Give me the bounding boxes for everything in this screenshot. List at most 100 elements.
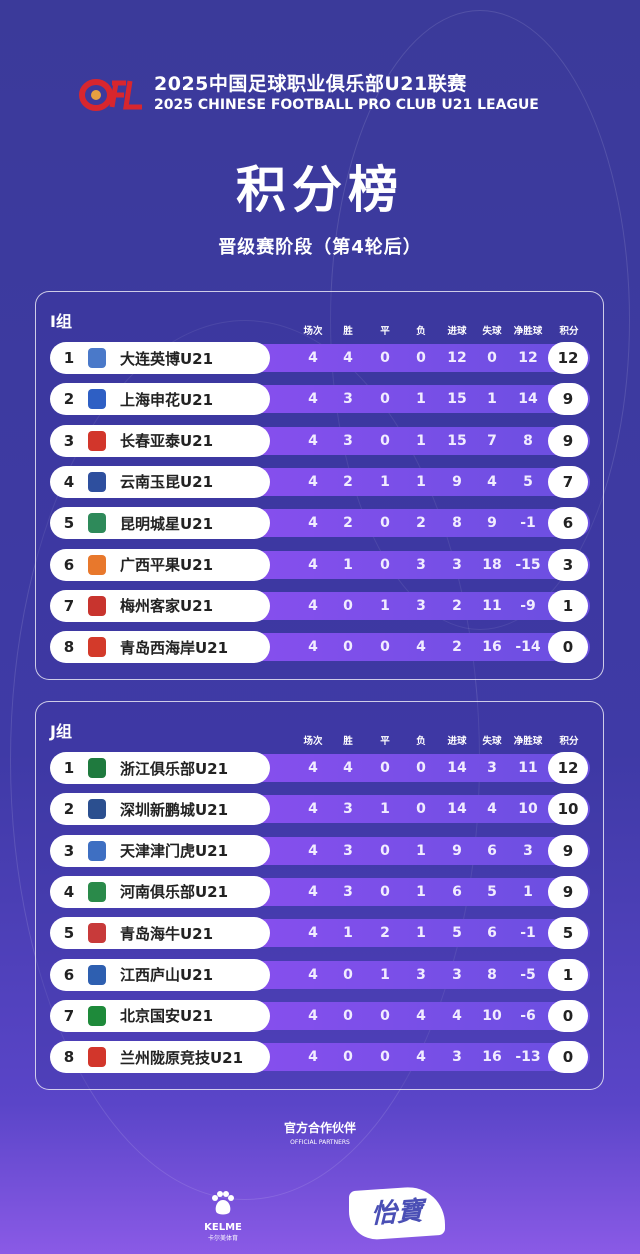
column-headers: 场次 胜 平 负 进球 失球 净胜球 积分 <box>36 733 603 747</box>
stat-l: 0 <box>416 350 426 366</box>
background-decoration <box>330 10 630 630</box>
stat-p: 4 <box>308 760 318 776</box>
stat-p: 4 <box>308 801 318 818</box>
stat-gd: 11 <box>518 760 538 776</box>
table-row: 7 北京国安U21 4 0 0 4 4 10 -6 0 <box>50 999 590 1032</box>
rank: 7 <box>63 596 75 615</box>
column-header: 场次 <box>303 736 323 747</box>
team-badge-icon <box>88 923 106 944</box>
stat-w: 3 <box>343 801 353 818</box>
stat-d: 1 <box>380 597 390 614</box>
stat-ga: 10 <box>482 1007 502 1024</box>
stat-l: 3 <box>416 966 426 983</box>
league-title-en: 2025 CHINESE FOOTBALL PRO CLUB U21 LEAGU… <box>154 97 539 113</box>
stat-p: 4 <box>308 391 318 408</box>
column-header: 失球 <box>482 326 502 337</box>
team-cell: 8 青岛西海岸U21 <box>50 631 270 664</box>
cfl-logo-icon <box>79 79 142 111</box>
table-row: 2 上海申花U21 4 3 0 1 15 1 14 9 <box>50 383 590 416</box>
column-header: 胜 <box>343 736 353 747</box>
stat-gd: -13 <box>515 1049 541 1066</box>
team-name: 上海申花U21 <box>120 390 214 409</box>
column-header: 场次 <box>303 326 323 337</box>
stat-ga: 1 <box>487 391 497 408</box>
table-row: 3 长春亚泰U21 4 3 0 1 15 7 8 9 <box>50 424 590 457</box>
stat-w: 4 <box>343 350 353 366</box>
table-row: 6 广西平果U21 4 1 0 3 3 18 -15 3 <box>50 548 590 581</box>
team-badge-icon <box>88 799 106 820</box>
points: 1 <box>548 589 588 622</box>
team-name: 青岛海牛U21 <box>120 924 214 943</box>
points: 5 <box>548 917 588 950</box>
paw-icon <box>212 1191 234 1215</box>
team-name: 大连英博U21 <box>120 349 214 368</box>
table-row: 1 大连英博U21 4 4 0 0 12 0 12 12 <box>50 342 590 374</box>
points: 12 <box>548 752 588 784</box>
stat-gd: 10 <box>518 801 538 818</box>
team-name: 江西庐山U21 <box>120 966 214 984</box>
stat-d: 0 <box>380 760 390 776</box>
column-header: 进球 <box>447 736 467 747</box>
team-name: 昆明城星U21 <box>120 514 214 533</box>
column-header: 平 <box>380 326 390 337</box>
stat-gf: 8 <box>452 515 462 532</box>
group-name: I组 <box>50 312 72 331</box>
stat-w: 0 <box>343 1049 353 1066</box>
kelme-cn-text: 卡尔美体育 <box>207 1235 238 1242</box>
team-badge-icon <box>88 595 106 616</box>
stat-l: 3 <box>416 597 426 614</box>
team-name: 河南俱乐部U21 <box>120 883 229 902</box>
stat-ga: 11 <box>482 597 502 614</box>
stat-w: 1 <box>343 556 353 573</box>
stat-p: 4 <box>308 556 318 573</box>
stat-gd: -6 <box>520 1007 536 1024</box>
team-cell: 2 深圳新鹏城U21 <box>50 793 270 826</box>
column-headers: 场次 胜 平 负 进球 失球 净胜球 积分 <box>36 323 603 337</box>
table-row: 4 河南俱乐部U21 4 3 0 1 6 5 1 9 <box>50 875 590 908</box>
team-cell: 2 上海申花U21 <box>50 383 270 416</box>
stat-ga: 6 <box>487 925 497 942</box>
stat-d: 0 <box>380 639 390 656</box>
column-header: 净胜球 <box>513 326 543 337</box>
team-badge-icon <box>88 430 106 451</box>
stat-ga: 16 <box>482 1049 502 1066</box>
team-badge-icon <box>88 389 106 410</box>
column-header: 负 <box>416 326 426 337</box>
team-badge-icon <box>88 840 106 861</box>
stat-p: 4 <box>308 966 318 983</box>
stat-l: 4 <box>416 639 426 656</box>
stat-ga: 18 <box>482 556 502 573</box>
stat-gd: 14 <box>518 391 538 408</box>
column-header: 胜 <box>343 326 353 337</box>
rank: 7 <box>63 1006 75 1025</box>
stat-ga: 4 <box>487 473 497 490</box>
table-row: 5 昆明城星U21 4 2 0 2 8 9 -1 6 <box>50 507 590 540</box>
stat-l: 2 <box>416 515 426 532</box>
team-cell: 3 天津津门虎U21 <box>50 834 270 867</box>
team-cell: 5 昆明城星U21 <box>50 507 270 540</box>
team-name: 浙江俱乐部U21 <box>120 759 229 778</box>
table-row: 4 云南玉昆U21 4 2 1 1 9 4 5 7 <box>50 465 590 498</box>
rank: 3 <box>63 431 75 450</box>
stat-d: 2 <box>380 925 390 942</box>
stat-l: 4 <box>416 1007 426 1024</box>
team-cell: 4 云南玉昆U21 <box>50 465 270 498</box>
table-row: 8 青岛西海岸U21 4 0 0 4 2 16 -14 0 <box>50 631 590 664</box>
column-header: 负 <box>416 736 426 747</box>
kelme-text: KELME <box>204 1222 242 1233</box>
column-header: 进球 <box>447 326 467 337</box>
stat-w: 0 <box>343 639 353 656</box>
team-badge-icon <box>88 881 106 902</box>
column-header: 平 <box>380 736 390 747</box>
stat-gd: -14 <box>515 639 541 656</box>
table-row: 6 江西庐山U21 4 0 1 3 3 8 -5 1 <box>50 958 590 991</box>
stat-p: 4 <box>308 597 318 614</box>
points: 9 <box>548 834 588 867</box>
stat-w: 1 <box>343 925 353 942</box>
table-row: 7 梅州客家U21 4 0 1 3 2 11 -9 1 <box>50 589 590 622</box>
team-name: 深圳新鹏城U21 <box>120 800 229 819</box>
team-cell: 1 大连英博U21 <box>50 342 270 374</box>
stat-gf: 15 <box>447 391 467 408</box>
stat-gf: 2 <box>452 597 462 614</box>
team-badge-icon <box>88 348 106 368</box>
